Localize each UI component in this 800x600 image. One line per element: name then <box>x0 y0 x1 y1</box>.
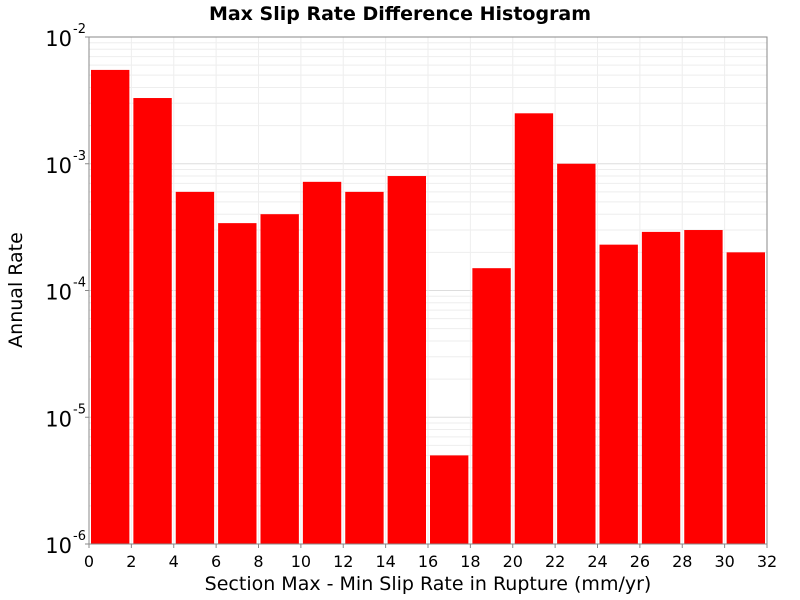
y-tick-exponent: -2 <box>73 22 86 37</box>
y-tick-exponent: -5 <box>73 402 86 417</box>
y-axis-ticks: 10-610-510-410-310-2 <box>45 22 89 558</box>
x-tick-label: 10 <box>291 552 311 571</box>
histogram-bar <box>91 69 130 544</box>
histogram-bar <box>302 181 342 544</box>
y-tick-label: 10 <box>45 281 72 305</box>
y-tick-exponent: -6 <box>73 529 86 544</box>
histogram-bar <box>430 455 469 544</box>
x-tick-label: 28 <box>672 552 692 571</box>
histogram-bar <box>472 268 511 544</box>
histogram-bar <box>218 223 257 544</box>
x-tick-label: 20 <box>503 552 523 571</box>
x-tick-label: 8 <box>253 552 263 571</box>
chart-title: Max Slip Rate Difference Histogram <box>209 3 591 25</box>
x-tick-label: 16 <box>418 552 438 571</box>
histogram-bar <box>726 252 765 544</box>
x-tick-label: 0 <box>84 552 94 571</box>
histogram-bar <box>641 231 681 544</box>
histogram-bar <box>514 113 554 545</box>
histogram-bar <box>684 230 723 544</box>
histogram-bar <box>345 191 384 544</box>
histogram-bar <box>599 244 638 544</box>
x-tick-label: 22 <box>545 552 565 571</box>
y-tick-label: 10 <box>45 534 72 558</box>
x-tick-label: 26 <box>630 552 650 571</box>
x-tick-label: 30 <box>714 552 734 571</box>
histogram-bar <box>557 163 596 544</box>
y-tick-label: 10 <box>45 407 72 431</box>
histogram-bar <box>133 98 172 545</box>
x-tick-label: 32 <box>757 552 777 571</box>
histogram-bar <box>175 191 215 544</box>
histogram-bar <box>260 214 299 544</box>
x-tick-label: 12 <box>333 552 353 571</box>
y-tick-exponent: -3 <box>73 149 86 164</box>
x-tick-label: 2 <box>126 552 136 571</box>
x-tick-label: 4 <box>169 552 179 571</box>
x-tick-label: 18 <box>460 552 480 571</box>
y-axis-label: Annual Rate <box>5 232 27 348</box>
histogram-bar <box>387 176 426 545</box>
x-tick-label: 14 <box>375 552 395 571</box>
y-tick-exponent: -4 <box>73 276 86 291</box>
y-tick-label: 10 <box>45 154 72 178</box>
y-tick-label: 10 <box>45 27 72 51</box>
x-axis-ticks: 0 2 4 6 8 10 12 14 16 18 20 22 24 26 28 30 32 <box>84 544 777 571</box>
x-tick-label: 24 <box>587 552 607 571</box>
x-tick-label: 6 <box>211 552 221 571</box>
bars <box>91 69 765 545</box>
x-axis-label: Section Max - Min Slip Rate in Rupture (… <box>205 573 652 595</box>
